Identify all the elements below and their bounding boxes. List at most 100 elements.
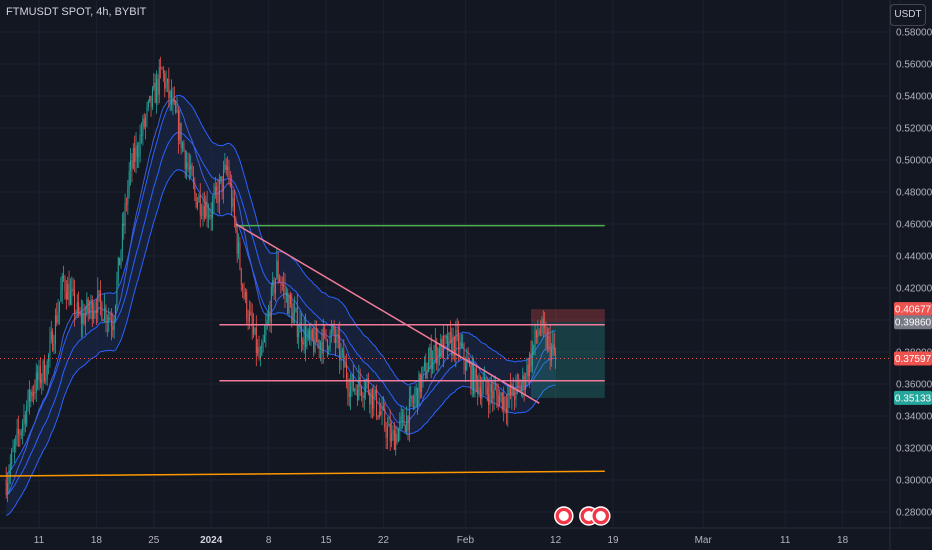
candle-body xyxy=(251,314,253,327)
candle-body xyxy=(182,143,183,148)
candle-body xyxy=(411,396,413,402)
candle-body xyxy=(43,360,45,382)
candle-body xyxy=(54,315,56,344)
candle-body xyxy=(525,381,527,391)
time-tick-label: 19 xyxy=(607,535,619,546)
candle-body xyxy=(30,391,32,402)
candle-body xyxy=(400,415,402,421)
candle-body xyxy=(365,382,367,394)
descending-trendline[interactable] xyxy=(235,223,540,404)
candle-body xyxy=(481,390,483,399)
candle-body xyxy=(501,392,503,410)
candle-body xyxy=(172,98,174,105)
candle-body xyxy=(471,363,473,389)
candle-body xyxy=(449,332,451,335)
candle-body xyxy=(156,79,158,104)
candle-body xyxy=(258,346,260,359)
candle-body xyxy=(149,95,151,102)
candle-body xyxy=(270,287,272,323)
currency-unit-button[interactable]: USDT xyxy=(890,4,926,26)
candle-body xyxy=(134,148,136,162)
candle-body xyxy=(161,68,163,70)
price-tick-label: 0.34000 xyxy=(896,412,932,423)
candle-body xyxy=(343,350,345,368)
candle-body xyxy=(417,388,419,406)
price-tick-label: 0.32000 xyxy=(896,444,932,455)
candle-body xyxy=(363,393,365,398)
candle-body xyxy=(217,190,219,203)
candle-body xyxy=(555,353,557,356)
candle-body xyxy=(397,429,399,442)
candle-body xyxy=(462,344,464,347)
candle-body xyxy=(135,145,137,162)
candle-body xyxy=(490,384,492,392)
candle-body xyxy=(229,182,231,184)
price-tick-label: 0.30000 xyxy=(896,476,932,487)
stop-price-badge-text: 0.40677 xyxy=(895,305,932,316)
candle-body xyxy=(41,378,43,384)
candle-body xyxy=(303,327,305,345)
candle-body xyxy=(184,150,186,170)
candle-body xyxy=(307,330,309,337)
candle-body xyxy=(320,342,322,350)
candle-body xyxy=(292,313,294,324)
candle-body xyxy=(380,411,382,415)
candle-body xyxy=(26,406,28,425)
candle-body xyxy=(369,392,371,405)
candle-body xyxy=(191,165,193,176)
candle-body xyxy=(113,318,115,331)
last-price-badge xyxy=(894,351,932,366)
candle-body xyxy=(188,166,190,170)
candle-body xyxy=(16,428,18,437)
candle-body xyxy=(514,395,516,400)
candle-body xyxy=(190,165,192,170)
candle-body xyxy=(186,162,188,170)
candle-body xyxy=(322,328,324,354)
candle-body xyxy=(447,335,449,351)
price-tick-label: 0.48000 xyxy=(896,188,932,199)
candle-body xyxy=(19,433,21,435)
candle-body xyxy=(475,368,477,379)
candle-body xyxy=(109,317,111,320)
candle-body xyxy=(61,275,63,291)
orange-support[interactable] xyxy=(0,470,605,477)
candle-body xyxy=(179,122,181,141)
candle-body xyxy=(139,134,141,155)
candle-body xyxy=(473,363,475,395)
candle-body xyxy=(432,359,434,369)
candle-body xyxy=(197,202,199,208)
candle-body xyxy=(288,294,290,314)
candle-body xyxy=(131,160,133,169)
candle-body xyxy=(187,162,189,167)
candle-body xyxy=(69,291,71,305)
candle-body xyxy=(542,319,544,325)
candle-body xyxy=(414,395,416,403)
candle-body xyxy=(309,330,311,339)
candle-body xyxy=(393,430,395,450)
candle-body xyxy=(285,292,287,294)
stop-loss-zone[interactable] xyxy=(531,309,605,323)
candle-body xyxy=(35,372,37,393)
candle-body xyxy=(80,313,82,324)
candle-body xyxy=(493,388,495,399)
news-event-icon-center xyxy=(558,511,569,521)
candle-body xyxy=(485,377,487,389)
candle-body xyxy=(318,340,320,350)
candle-body xyxy=(64,278,66,292)
candle-body xyxy=(426,372,428,379)
candle-body xyxy=(243,288,245,299)
candle-body xyxy=(100,290,101,303)
candle-body xyxy=(202,206,204,215)
price-tick-label: 0.28000 xyxy=(896,508,932,519)
price-tick-label: 0.42000 xyxy=(896,284,932,295)
candle-body xyxy=(84,313,86,324)
time-tick-label: Mar xyxy=(695,535,713,546)
candle-body xyxy=(546,336,548,348)
candle-body xyxy=(381,406,383,415)
candle-body xyxy=(221,176,223,192)
candle-body xyxy=(321,342,323,354)
candle-body xyxy=(382,406,384,409)
time-tick-label: 2024 xyxy=(200,535,223,546)
